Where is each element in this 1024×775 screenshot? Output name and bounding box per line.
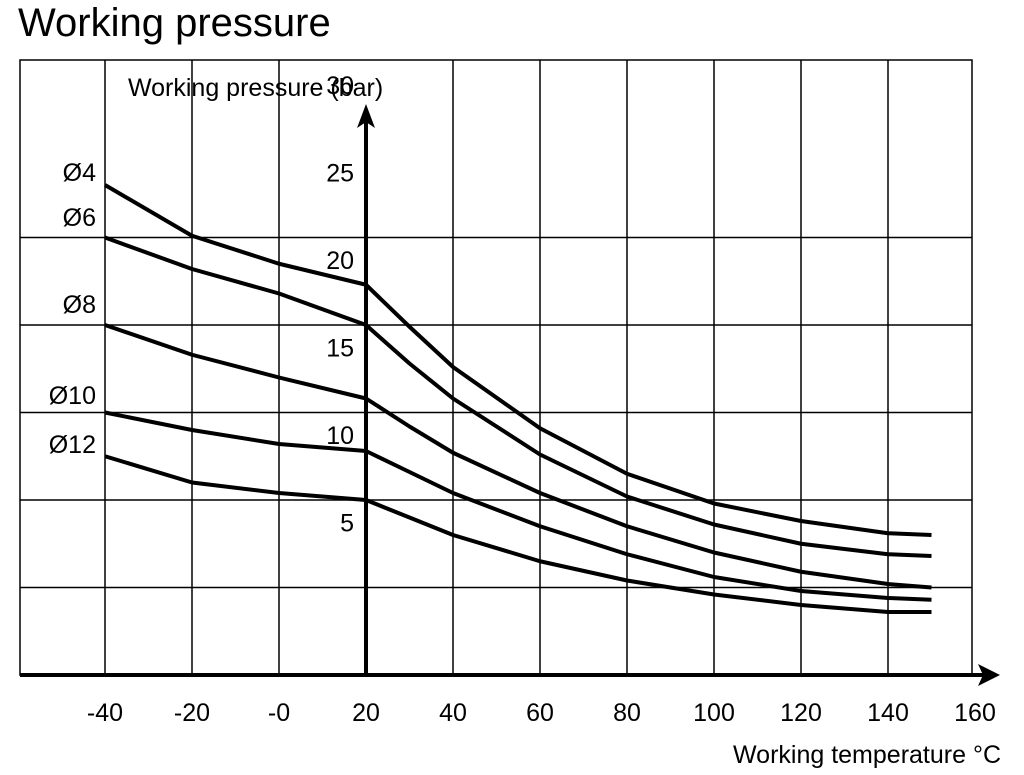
y-tick-label: 5 — [340, 510, 354, 538]
x-tick-label: 160 — [954, 699, 996, 727]
axes — [20, 104, 1000, 686]
x-tick-label: 140 — [867, 699, 909, 727]
series-labels: Ø4 Ø6 Ø8 Ø10 Ø12 — [49, 159, 96, 459]
series-line — [104, 323, 932, 590]
y-tick-label: 15 — [326, 335, 354, 363]
y-tick-label: 20 — [326, 247, 354, 275]
y-axis-label: Working pressure (bar) — [128, 74, 383, 102]
y-tick-label: 25 — [326, 160, 354, 188]
x-tick-label: 100 — [693, 699, 735, 727]
y-tick-label: 30 — [326, 72, 354, 100]
x-axis-arrow — [978, 664, 1000, 686]
chart-title: Working pressure — [18, 1, 331, 45]
series-label: Ø8 — [63, 291, 96, 319]
series-line — [103, 183, 932, 537]
series-line — [104, 235, 932, 558]
y-tick-label: 10 — [326, 422, 354, 450]
plot-frame — [19, 59, 973, 676]
series-label: Ø12 — [49, 431, 96, 459]
y-axis-arrow — [357, 104, 375, 128]
x-tick-label: 40 — [439, 699, 467, 727]
series-line — [104, 454, 932, 614]
x-tick-label: -40 — [87, 699, 123, 727]
x-tick-label: 60 — [526, 699, 554, 727]
x-axis-label: Working temperature °C — [733, 741, 1001, 769]
x-tick-labels: -40 -20 -0 20 40 60 80 100 120 140 160 — [87, 699, 996, 727]
y-tick-labels: 5 10 15 20 25 30 — [326, 72, 354, 538]
grid — [19, 59, 973, 676]
series-label: Ø6 — [63, 204, 96, 232]
series-curves — [103, 183, 932, 614]
series-label: Ø4 — [63, 159, 96, 187]
series-line — [104, 410, 932, 602]
x-tick-label: -20 — [174, 699, 210, 727]
x-tick-label: 80 — [613, 699, 641, 727]
x-tick-label: 20 — [352, 699, 380, 727]
series-label: Ø10 — [49, 382, 96, 410]
x-tick-label: 120 — [780, 699, 822, 727]
x-tick-label: -0 — [268, 699, 290, 727]
